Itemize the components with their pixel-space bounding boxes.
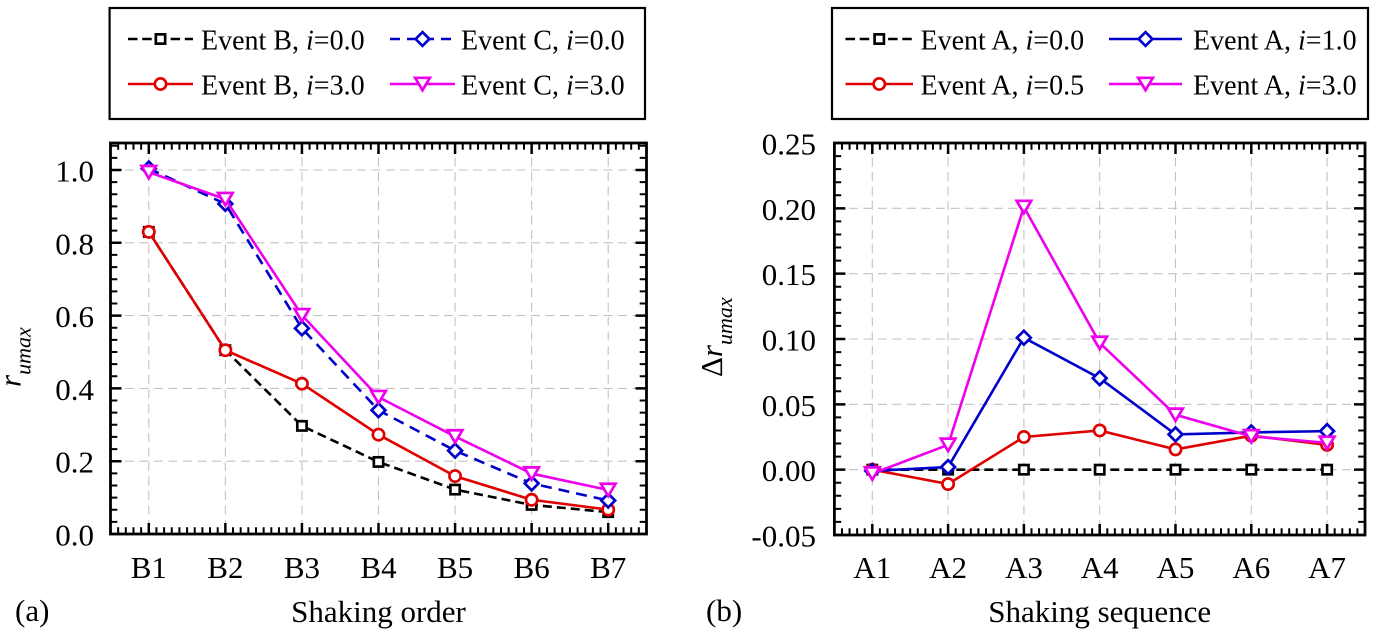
- svg-text:B1: B1: [131, 550, 167, 585]
- svg-text:A1: A1: [853, 550, 891, 585]
- svg-text:Shaking sequence: Shaking sequence: [988, 594, 1211, 629]
- svg-text:-0.05: -0.05: [751, 519, 816, 554]
- svg-text:Event A, i=0.0: Event A, i=0.0: [921, 25, 1085, 56]
- svg-text:A4: A4: [1081, 550, 1119, 585]
- svg-text:Event A, i=1.0: Event A, i=1.0: [1193, 25, 1357, 56]
- svg-text:0.10: 0.10: [762, 323, 816, 358]
- svg-text:0.15: 0.15: [762, 257, 816, 292]
- svg-text:0.6: 0.6: [55, 299, 94, 334]
- svg-text:Event A, i=0.5: Event A, i=0.5: [921, 70, 1085, 101]
- svg-text:0.0: 0.0: [55, 518, 94, 553]
- svg-text:B3: B3: [284, 550, 320, 585]
- svg-text:Event B, i=3.0: Event B, i=3.0: [201, 70, 365, 101]
- svg-text:Shaking order: Shaking order: [291, 594, 466, 629]
- svg-text:0.05: 0.05: [762, 388, 816, 423]
- svg-text:B6: B6: [514, 550, 550, 585]
- svg-text:B2: B2: [207, 550, 243, 585]
- svg-text:Event A, i=3.0: Event A, i=3.0: [1193, 70, 1357, 101]
- svg-text:B4: B4: [360, 550, 397, 585]
- svg-text:B7: B7: [590, 550, 626, 585]
- svg-text:Event C, i=3.0: Event C, i=3.0: [461, 70, 625, 101]
- svg-text:(a): (a): [15, 593, 49, 628]
- svg-text:A5: A5: [1157, 550, 1195, 585]
- svg-text:A3: A3: [1005, 550, 1043, 585]
- svg-text:0.2: 0.2: [55, 445, 94, 480]
- svg-text:Event B, i=0.0: Event B, i=0.0: [201, 25, 365, 56]
- svg-text:B5: B5: [437, 550, 473, 585]
- svg-text:0.25: 0.25: [762, 127, 816, 162]
- svg-text:A2: A2: [929, 550, 967, 585]
- svg-text:0.4: 0.4: [55, 372, 94, 407]
- svg-text:A7: A7: [1308, 550, 1346, 585]
- svg-text:0.20: 0.20: [762, 192, 816, 227]
- svg-text:0.00: 0.00: [762, 453, 816, 488]
- svg-text:0.8: 0.8: [55, 226, 94, 261]
- svg-text:1.0: 1.0: [55, 154, 94, 189]
- svg-text:(b): (b): [706, 593, 742, 628]
- svg-text:Event C, i=0.0: Event C, i=0.0: [461, 25, 625, 56]
- svg-text:A6: A6: [1232, 550, 1270, 585]
